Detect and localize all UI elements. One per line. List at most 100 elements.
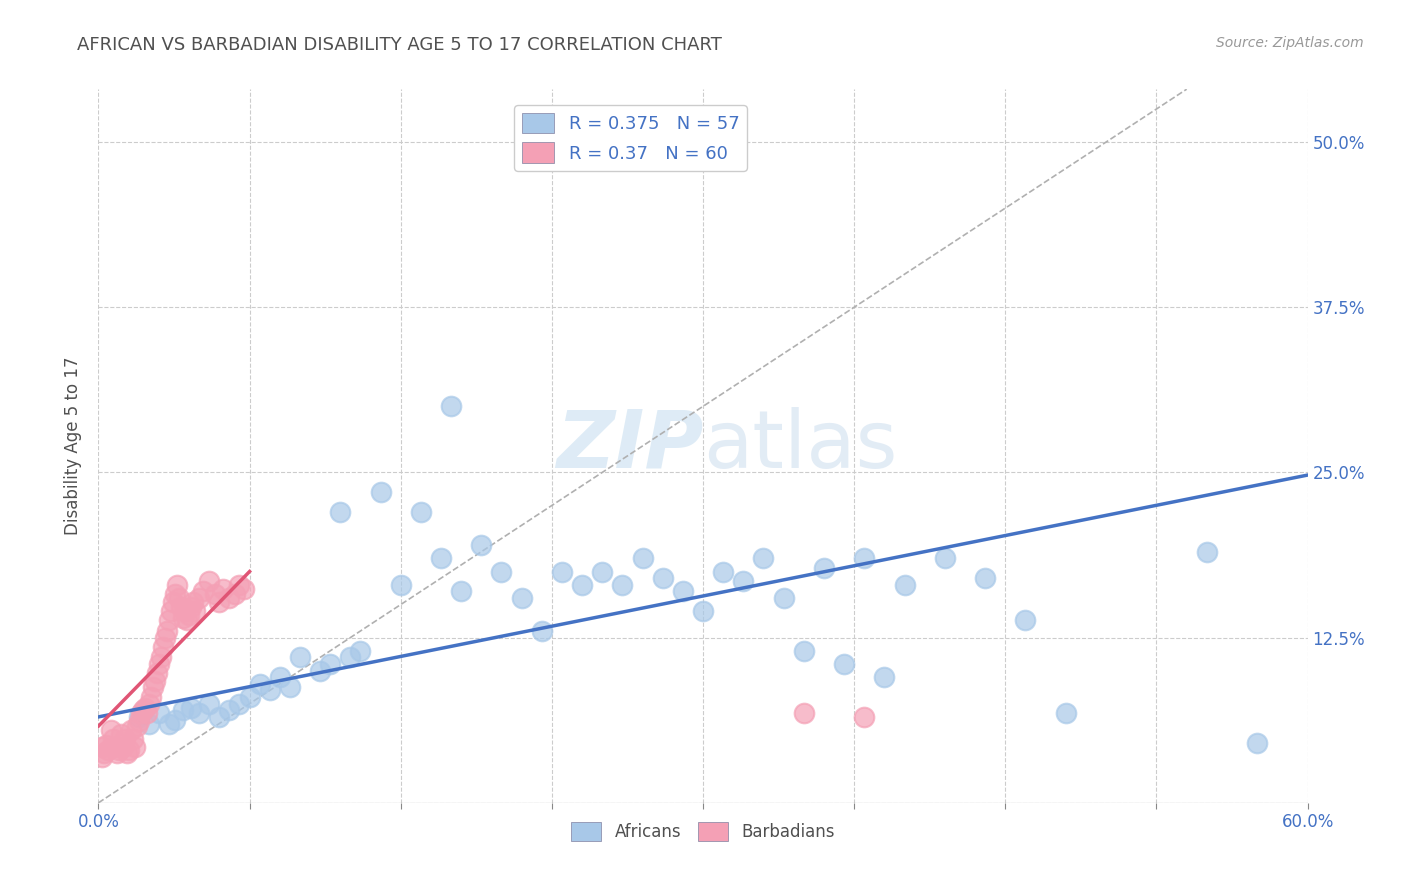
Text: Source: ZipAtlas.com: Source: ZipAtlas.com	[1216, 36, 1364, 50]
Point	[176, 614, 198, 628]
Point	[148, 657, 170, 671]
Point	[138, 697, 160, 711]
Y-axis label: Disability Age 5 to 17: Disability Age 5 to 17	[65, 357, 83, 535]
Point	[218, 703, 240, 717]
Point	[204, 587, 226, 601]
Point	[142, 680, 165, 694]
Point	[97, 743, 120, 757]
Point	[793, 644, 815, 658]
Point	[134, 700, 156, 714]
Point	[120, 723, 142, 738]
Point	[208, 595, 231, 609]
Text: ZIP: ZIP	[555, 407, 703, 485]
Point	[249, 677, 271, 691]
Point	[167, 591, 190, 605]
Point	[139, 690, 162, 704]
Point	[208, 710, 231, 724]
Point	[101, 732, 124, 747]
Point	[288, 650, 311, 665]
Point	[934, 551, 956, 566]
Point	[172, 611, 194, 625]
Point	[115, 746, 138, 760]
Point	[269, 670, 291, 684]
Point	[160, 604, 183, 618]
Point	[157, 614, 180, 628]
Point	[128, 714, 150, 728]
Point	[450, 584, 472, 599]
Point	[179, 608, 201, 623]
Point	[188, 706, 211, 720]
Point	[128, 710, 150, 724]
Point	[733, 574, 755, 588]
Point	[510, 591, 533, 605]
Point	[591, 565, 613, 579]
Point	[184, 604, 207, 618]
Point	[111, 740, 134, 755]
Point	[259, 683, 281, 698]
Point	[228, 578, 250, 592]
Point	[631, 551, 654, 566]
Point	[148, 706, 170, 720]
Point	[129, 706, 152, 720]
Point	[672, 584, 695, 599]
Point	[974, 571, 997, 585]
Point	[409, 505, 432, 519]
Point	[440, 400, 463, 414]
Point	[309, 664, 332, 678]
Point	[551, 565, 574, 579]
Point	[118, 743, 141, 757]
Point	[491, 565, 513, 579]
Point	[163, 587, 186, 601]
Point	[162, 595, 184, 609]
Point	[125, 719, 148, 733]
Point	[1054, 706, 1077, 720]
Point	[873, 670, 896, 684]
Point	[181, 595, 204, 609]
Point	[370, 485, 392, 500]
Point	[174, 604, 197, 618]
Point	[153, 631, 176, 645]
Point	[180, 600, 202, 615]
Point	[156, 624, 179, 638]
Point	[224, 587, 246, 601]
Point	[188, 591, 211, 605]
Point	[1195, 545, 1218, 559]
Point	[813, 560, 835, 574]
Point	[170, 600, 193, 615]
Point	[228, 697, 250, 711]
Point	[198, 697, 221, 711]
Point	[752, 551, 775, 566]
Point	[143, 674, 166, 689]
Point	[135, 706, 157, 720]
Point	[339, 650, 361, 665]
Point	[166, 578, 188, 592]
Point	[832, 657, 855, 671]
Point	[107, 743, 129, 757]
Point	[105, 746, 128, 760]
Point	[152, 640, 174, 654]
Point	[349, 644, 371, 658]
Point	[124, 740, 146, 755]
Point	[218, 591, 240, 605]
Point	[612, 578, 634, 592]
Point	[430, 551, 453, 566]
Point	[530, 624, 553, 638]
Point	[571, 578, 593, 592]
Point	[329, 505, 352, 519]
Point	[138, 716, 160, 731]
Text: atlas: atlas	[703, 407, 897, 485]
Point	[93, 746, 115, 760]
Point	[232, 582, 254, 596]
Point	[180, 700, 202, 714]
Point	[893, 578, 915, 592]
Point	[103, 740, 125, 755]
Point	[711, 565, 734, 579]
Point	[470, 538, 492, 552]
Point	[692, 604, 714, 618]
Point	[121, 732, 143, 747]
Point	[132, 703, 155, 717]
Point	[1246, 736, 1268, 750]
Point	[319, 657, 342, 671]
Point	[212, 582, 235, 596]
Point	[110, 727, 132, 741]
